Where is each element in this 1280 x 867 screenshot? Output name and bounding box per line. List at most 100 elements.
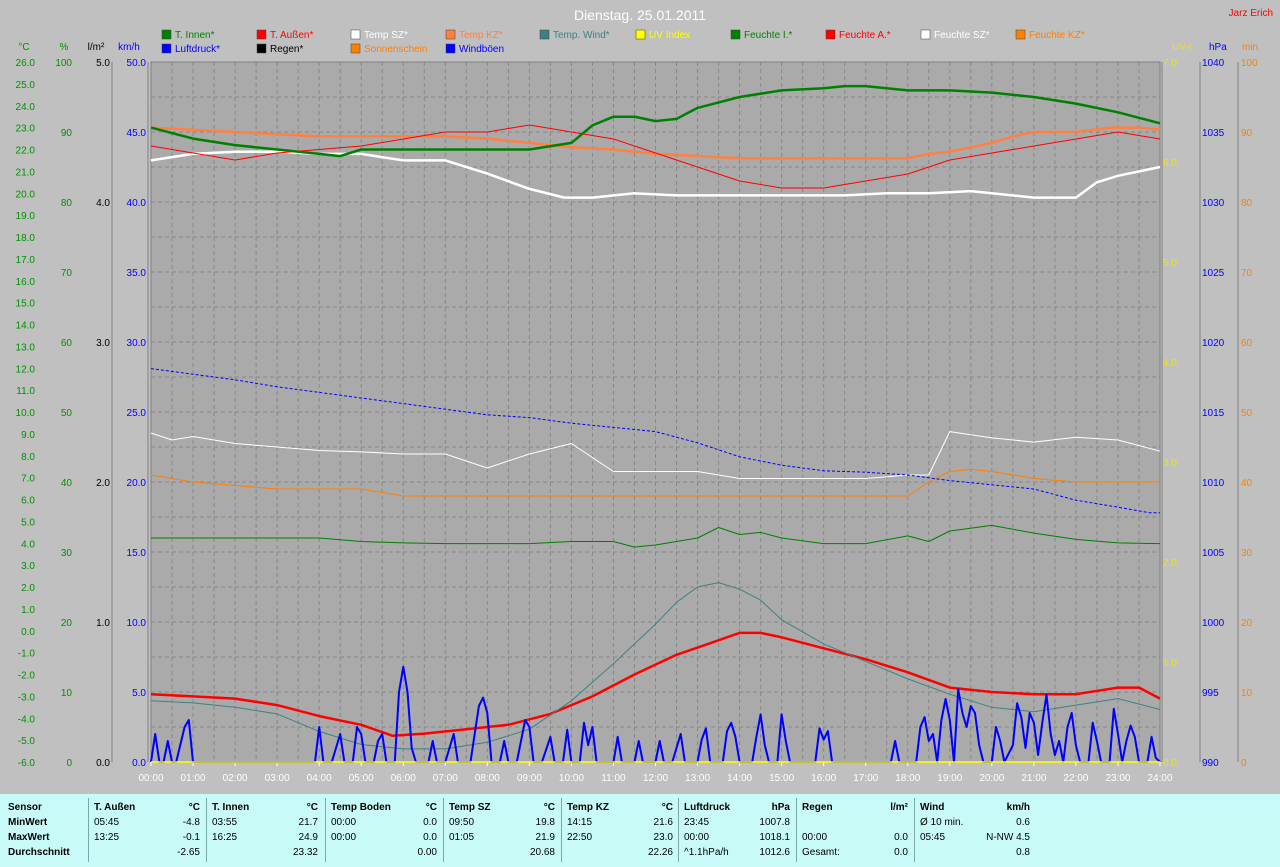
legend-label: T. Innen* xyxy=(175,30,215,41)
stat-value: -2.65 xyxy=(177,847,200,858)
x-tick-label: 02:00 xyxy=(223,773,248,784)
celsius-tick-label: 24.0 xyxy=(16,102,36,113)
series-line-temp-sz xyxy=(150,150,1161,199)
legend-swatch xyxy=(920,29,931,40)
stat-time: 00:00 xyxy=(331,832,357,843)
legend-label: T. Außen* xyxy=(270,30,313,41)
uv-tick-label: 3.0 xyxy=(1163,458,1177,469)
x-tick-label: 01:00 xyxy=(181,773,206,784)
uv-tick-label: 7.0 xyxy=(1163,58,1177,69)
celsius-axis-unit: °C xyxy=(18,42,29,53)
legend-swatch xyxy=(350,43,361,54)
percent-tick-label: 40 xyxy=(61,478,73,489)
celsius-tick-label: 23.0 xyxy=(16,124,36,135)
stat-separator xyxy=(914,798,915,862)
x-tick-label: 23:00 xyxy=(1105,773,1130,784)
uv-axis-unit: UV-I xyxy=(1172,42,1191,53)
stat-value: 1012.6 xyxy=(759,847,790,858)
x-tick-label: 15:00 xyxy=(769,773,794,784)
pressure-tick-label: 1010 xyxy=(1202,478,1225,489)
chart: Dienstag. 25.01.2011 Jarz Erich T. Innen… xyxy=(16,7,1273,784)
celsius-tick-label: 11.0 xyxy=(16,386,35,397)
minutes-tick-label: 80 xyxy=(1241,198,1253,209)
stat-time: ^1.1hPa/h xyxy=(684,847,729,858)
minutes-tick-label: 40 xyxy=(1241,478,1253,489)
stat-separator xyxy=(206,798,207,862)
legend-swatch xyxy=(350,29,361,40)
wind-tick-label: 20.0 xyxy=(127,478,147,489)
percent-tick-label: 30 xyxy=(61,548,73,559)
stat-time: 05:45 xyxy=(94,817,120,828)
legend-label: Luftdruck* xyxy=(175,44,220,55)
celsius-tick-label: 26.0 xyxy=(16,58,36,69)
percent-tick-label: 10 xyxy=(61,688,73,699)
celsius-tick-label: 1.0 xyxy=(21,605,35,616)
stat-time: Gesamt: xyxy=(802,847,840,858)
minutes-axis-unit: min xyxy=(1242,42,1258,53)
stat-value: 19.8 xyxy=(535,817,555,828)
legend-swatch xyxy=(161,29,172,40)
percent-tick-label: 80 xyxy=(61,198,73,209)
stat-section: T. Innen °C 03:55 21.7 16:25 24.9 23.32 xyxy=(212,794,318,867)
percent-tick-label: 50 xyxy=(61,408,73,419)
minutes-tick-label: 10 xyxy=(1241,688,1253,699)
stat-time: 01:05 xyxy=(449,832,475,843)
x-tick-label: 11:00 xyxy=(601,773,626,784)
series-line-luftdruck xyxy=(150,368,1160,514)
stat-time: 00:00 xyxy=(802,832,828,843)
stat-value: 0.0 xyxy=(894,832,908,843)
legend-swatch xyxy=(730,29,741,40)
stat-section-title: T. Innen xyxy=(212,802,250,813)
stat-value: 22.26 xyxy=(647,847,673,858)
pressure-tick-label: 1000 xyxy=(1202,618,1225,629)
stat-row-label: Durchschnitt xyxy=(8,847,70,858)
series-line-feuchte-a xyxy=(150,124,1161,189)
stat-value: 23.32 xyxy=(292,847,318,858)
pressure-tick-label: 1020 xyxy=(1202,338,1225,349)
minutes-tick-label: 100 xyxy=(1241,58,1258,69)
wind-tick-label: 15.0 xyxy=(127,548,147,559)
legend-swatch xyxy=(825,29,836,40)
wind-tick-label: 0.0 xyxy=(132,758,146,769)
stat-value: 0.0 xyxy=(894,847,908,858)
stat-section-unit: °C xyxy=(543,802,555,813)
legend-label: Feuchte SZ* xyxy=(934,30,990,41)
stat-value: -4.8 xyxy=(182,817,200,828)
pressure-tick-label: 1030 xyxy=(1202,198,1225,209)
legend-label: Feuchte A.* xyxy=(839,30,891,41)
pressure-tick-label: 1025 xyxy=(1202,268,1225,279)
stat-row-label: Sensor xyxy=(8,802,42,813)
series-line-t-innen xyxy=(150,84,1161,158)
pressure-tick-label: 1040 xyxy=(1202,58,1225,69)
percent-axis-unit: % xyxy=(60,42,69,53)
legend-swatch xyxy=(256,43,267,54)
minutes-tick-label: 60 xyxy=(1241,338,1253,349)
x-tick-label: 24:00 xyxy=(1147,773,1172,784)
stat-time: 23:45 xyxy=(684,817,710,828)
pressure-axis-unit: hPa xyxy=(1209,42,1227,53)
x-tick-label: 10:00 xyxy=(559,773,584,784)
legend-label: Feuchte I.* xyxy=(744,30,792,41)
celsius-tick-label: 22.0 xyxy=(16,146,36,157)
percent-tick-label: 20 xyxy=(61,618,73,629)
legend-label: Temp. Wind* xyxy=(553,30,610,41)
x-tick-label: 09:00 xyxy=(517,773,542,784)
rain-tick-label: 5.0 xyxy=(96,58,110,69)
stat-section-unit: l/m² xyxy=(890,802,908,813)
stat-section-unit: °C xyxy=(661,802,673,813)
celsius-tick-label: 0.0 xyxy=(21,627,35,638)
x-tick-label: 17:00 xyxy=(853,773,878,784)
uv-tick-label: 2.0 xyxy=(1163,558,1177,569)
minutes-tick-label: 30 xyxy=(1241,548,1253,559)
celsius-tick-label: 21.0 xyxy=(16,167,36,178)
stat-separator xyxy=(561,798,562,862)
stat-time: 00:00 xyxy=(684,832,710,843)
stat-section-title: T. Außen xyxy=(94,802,136,813)
celsius-tick-label: -2.0 xyxy=(18,671,36,682)
x-tick-label: 19:00 xyxy=(937,773,962,784)
celsius-tick-label: -6.0 xyxy=(18,758,36,769)
minutes-tick-label: 70 xyxy=(1241,268,1253,279)
celsius-tick-label: -5.0 xyxy=(18,736,36,747)
stat-section-title: Temp Boden xyxy=(331,802,391,813)
x-tick-label: 20:00 xyxy=(979,773,1004,784)
